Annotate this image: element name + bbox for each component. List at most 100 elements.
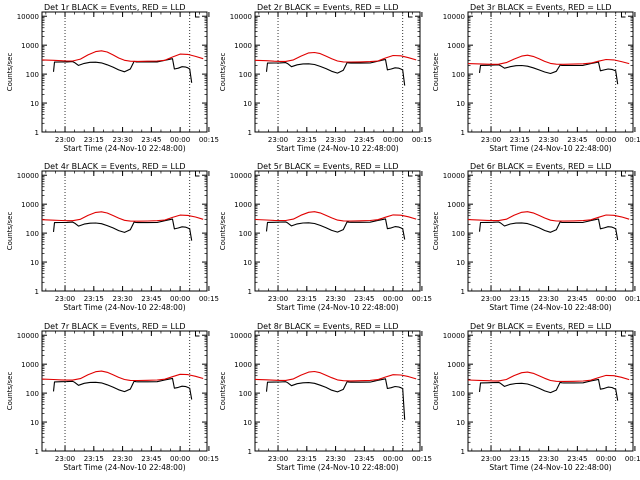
events-series-line [52, 218, 193, 241]
x-tick-label: 00:15 [625, 136, 640, 144]
y-tick-label: 1000 [234, 201, 252, 209]
x-tick-label: 00:15 [199, 295, 219, 303]
x-tick-label: 23:45 [141, 136, 161, 144]
plot-frame [467, 11, 634, 133]
y-tick-label: 100 [239, 71, 252, 79]
plot-frame [254, 330, 421, 452]
y-tick-label: 10 [243, 419, 252, 427]
x-tick-label: 23:45 [354, 295, 374, 303]
events-series-line [265, 58, 406, 86]
x-tick-label: 23:15 [297, 455, 317, 463]
x-axis-label: Start Time (24-Nov-10 22:48:00) [63, 144, 185, 153]
x-tick-label: 23:15 [84, 136, 104, 144]
x-axis-label: Start Time (24-Nov-10 22:48:00) [276, 144, 398, 153]
y-tick-label: 1000 [447, 42, 465, 50]
x-tick-label: 23:45 [567, 136, 587, 144]
y-tick-label: 1000 [21, 361, 39, 369]
x-tick-label: 23:15 [84, 295, 104, 303]
x-axis-label: Start Time (24-Nov-10 22:48:00) [489, 303, 611, 312]
y-tick-label: 10000 [17, 332, 39, 340]
y-tick-label: 1 [461, 288, 465, 296]
x-axis-label: Start Time (24-Nov-10 22:48:00) [63, 303, 185, 312]
x-tick-label: 23:00 [55, 136, 75, 144]
bracket-marker [407, 12, 413, 18]
y-tick-label: 1 [248, 288, 252, 296]
y-tick-label: 100 [239, 230, 252, 238]
x-tick-label: 23:15 [510, 136, 530, 144]
x-tick-label: 23:30 [538, 295, 558, 303]
x-tick-label: 23:30 [112, 295, 132, 303]
y-tick-label: 10 [243, 259, 252, 267]
lld-series-line [41, 50, 204, 62]
bracket-marker [620, 171, 626, 177]
lld-series-line [254, 370, 417, 382]
x-tick-label: 00:00 [596, 295, 616, 303]
x-tick-label: 23:30 [112, 455, 132, 463]
y-tick-label: 10 [456, 100, 465, 108]
panel-title: Det 9r BLACK = Events, RED = LLD [470, 322, 612, 331]
panel-title: Det 8r BLACK = Events, RED = LLD [257, 322, 399, 331]
y-tick-label: 1 [248, 129, 252, 137]
y-axis-label: Counts/sec [432, 212, 440, 251]
x-tick-label: 23:30 [325, 455, 345, 463]
y-tick-label: 10 [30, 419, 39, 427]
x-tick-label: 23:15 [297, 295, 317, 303]
plot-frame [467, 170, 634, 292]
plot-frame [41, 11, 208, 133]
y-tick-label: 1000 [234, 361, 252, 369]
x-tick-label: 00:15 [412, 455, 432, 463]
y-tick-label: 10000 [17, 172, 39, 180]
x-tick-label: 00:00 [596, 455, 616, 463]
lld-series-line [254, 211, 417, 222]
y-tick-label: 100 [452, 71, 465, 79]
x-tick-label: 00:00 [170, 295, 190, 303]
panel-title: Det 1r BLACK = Events, RED = LLD [44, 3, 186, 12]
plot-frame [41, 330, 208, 452]
y-tick-label: 1000 [21, 201, 39, 209]
x-tick-label: 23:00 [481, 455, 501, 463]
x-tick-label: 23:30 [538, 455, 558, 463]
y-tick-label: 1 [461, 448, 465, 456]
bracket-marker [194, 171, 200, 177]
x-tick-label: 23:30 [325, 295, 345, 303]
y-tick-label: 10 [30, 100, 39, 108]
y-tick-label: 1 [35, 129, 39, 137]
y-tick-label: 1000 [447, 201, 465, 209]
x-tick-label: 23:30 [538, 136, 558, 144]
x-tick-label: 23:00 [481, 136, 501, 144]
events-series-line [265, 378, 406, 420]
y-tick-label: 10000 [230, 332, 252, 340]
plot-frame [254, 170, 421, 292]
y-tick-label: 1 [248, 448, 252, 456]
detector-panel: Det 2r BLACK = Events, RED = LLD 1 10 100 10… [219, 3, 432, 153]
x-tick-label: 23:15 [297, 136, 317, 144]
plot-frame [467, 330, 634, 452]
y-tick-label: 10 [456, 259, 465, 267]
bracket-marker [194, 12, 200, 18]
x-tick-label: 23:00 [481, 295, 501, 303]
y-tick-label: 1 [35, 448, 39, 456]
panel-title: Det 2r BLACK = Events, RED = LLD [257, 3, 399, 12]
y-tick-label: 10000 [443, 172, 465, 180]
x-tick-label: 00:15 [199, 136, 219, 144]
panel-title: Det 5r BLACK = Events, RED = LLD [257, 162, 399, 171]
lld-series-line [467, 211, 630, 222]
y-axis-label: Counts/sec [432, 53, 440, 92]
lld-series-line [41, 370, 204, 382]
x-tick-label: 23:15 [510, 295, 530, 303]
y-tick-label: 100 [452, 230, 465, 238]
y-tick-label: 10 [456, 419, 465, 427]
events-series-line [265, 218, 406, 240]
x-tick-label: 00:15 [625, 295, 640, 303]
events-series-line [52, 58, 193, 83]
detector-panel: Det 3r BLACK = Events, RED = LLD 1 10 100 10… [432, 3, 640, 153]
y-tick-label: 100 [239, 390, 252, 398]
y-axis-label: Counts/sec [6, 53, 14, 92]
x-axis-label: Start Time (24-Nov-10 22:48:00) [489, 144, 611, 153]
detector-panel: Det 9r BLACK = Events, RED = LLD 1 10 100 10… [432, 322, 640, 472]
x-axis-label: Start Time (24-Nov-10 22:48:00) [63, 463, 185, 472]
panel-title: Det 4r BLACK = Events, RED = LLD [44, 162, 186, 171]
bracket-marker [620, 12, 626, 18]
x-tick-label: 23:45 [141, 295, 161, 303]
detector-panel: Det 7r BLACK = Events, RED = LLD 1 10 100 10… [6, 322, 219, 472]
